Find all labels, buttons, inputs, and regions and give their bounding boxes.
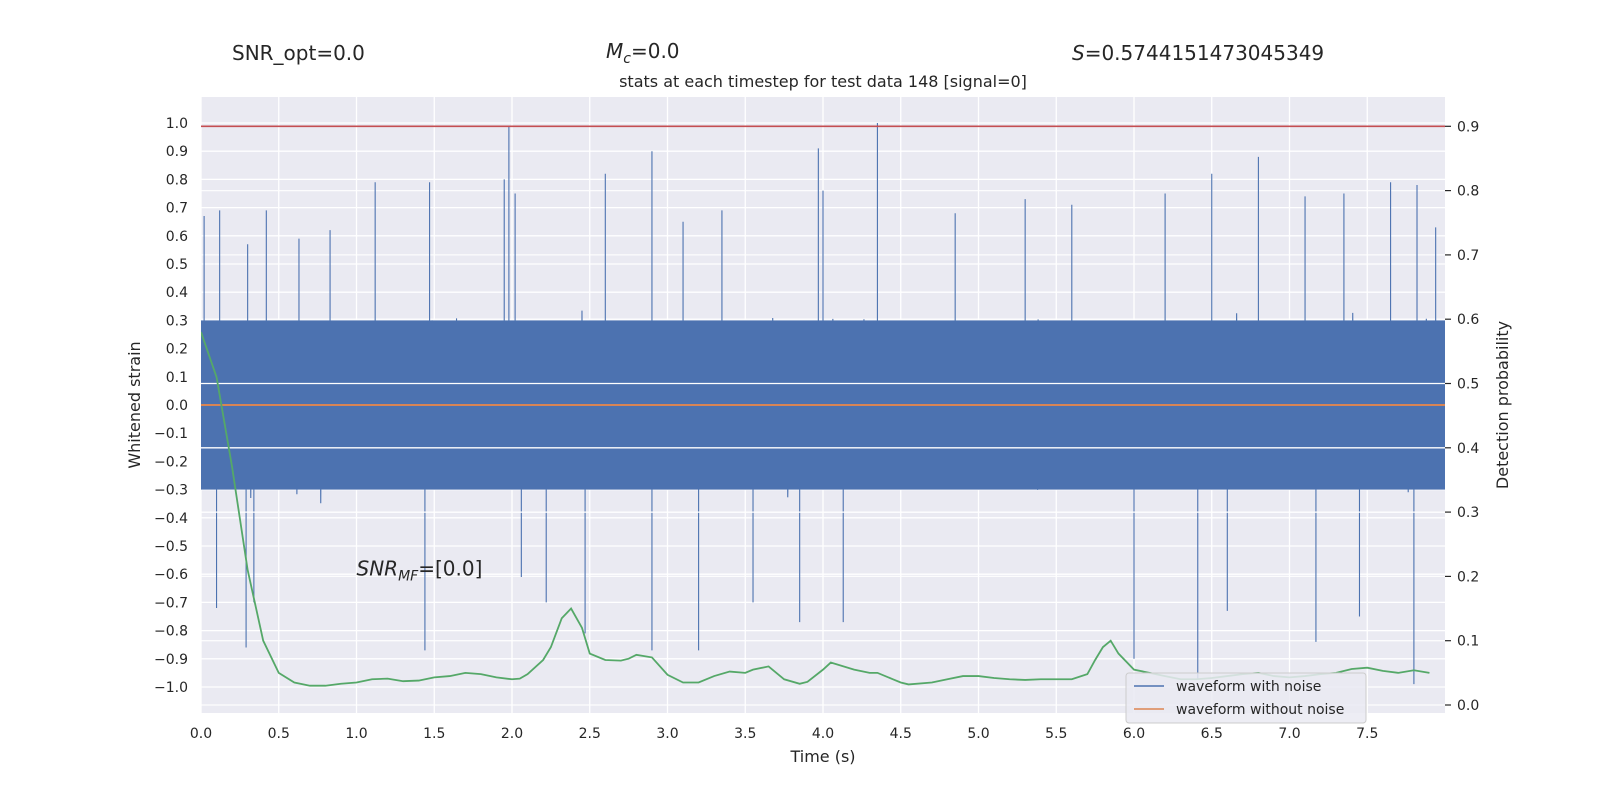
y-tick-label: −0.2 [154,454,188,470]
x-tick-label: 1.0 [345,726,367,742]
x-tick-label: 7.0 [1278,726,1300,742]
x-tick-label: 6.0 [1123,726,1145,742]
x-tick-label: 7.5 [1356,726,1378,742]
s-score-label: S=0.5744151473045349 [1072,41,1324,65]
y-right-axis-label: Detection probability [1493,321,1512,489]
y-tick-label: −0.1 [154,426,188,442]
x-tick-label: 1.5 [423,726,445,742]
y-tick-label: −0.6 [154,567,188,583]
x-tick-label: 0.0 [190,726,212,742]
y-tick-label: 0.4 [166,285,188,301]
y-right-tick-label: 0.6 [1457,312,1479,328]
x-tick-label: 2.0 [501,726,523,742]
y-right-ticks: 0.9 0.8 0.7 0.6 0.5 0.4 0.3 0.2 0.1 0.0 [1445,119,1479,714]
legend-box [1125,672,1367,724]
legend-label-clean: waveform without noise [1176,702,1344,718]
y-tick-label: 1.0 [166,116,188,132]
x-axis-label: Time (s) [789,747,855,766]
y-ticks: 1.0 0.9 0.8 0.7 0.6 0.5 0.4 0.3 0.2 0.1 0.0 −0.1 −0.… [154,116,188,696]
x-tick-label: 6.5 [1201,726,1223,742]
y-right-tick-label: 0.3 [1457,505,1479,521]
y-tick-label: −0.9 [154,652,188,668]
snr-opt-label: SNR_opt=0.0 [232,41,365,65]
x-tick-label: 4.0 [812,726,834,742]
y-tick-label: −0.8 [154,624,188,640]
y-right-tick-label: 0.1 [1457,634,1479,650]
y-tick-label: 0.8 [166,172,188,188]
snr-mf-annotation: SNRMF=[0.0] [357,557,483,585]
y-tick-label: 0.6 [166,229,188,245]
chart-title: stats at each timestep for test data 148… [619,72,1027,91]
y-tick-label: −0.5 [154,539,188,555]
x-tick-label: 4.5 [890,726,912,742]
y-tick-label: 0.1 [166,370,188,386]
x-tick-label: 3.5 [734,726,756,742]
x-ticks: 0.0 0.5 1.0 1.5 2.0 2.5 3.0 3.5 4.0 4.5 5.0 5.5 6.0 6… [190,726,1379,742]
y-tick-label: −0.7 [154,595,188,611]
y-right-tick-label: 0.8 [1457,184,1479,200]
y-right-tick-label: 0.2 [1457,569,1479,585]
y-tick-label: 0.9 [166,144,188,160]
y-tick-label: −0.4 [154,511,188,527]
x-tick-label: 5.5 [1045,726,1067,742]
y-right-tick-label: 0.4 [1457,441,1479,457]
x-tick-label: 2.5 [579,726,601,742]
y-axis-label: Whitened strain [125,341,144,468]
y-tick-label: 0.0 [166,398,188,414]
x-tick-label: 3.0 [656,726,678,742]
y-tick-label: 0.3 [166,313,188,329]
x-tick-label: 5.0 [967,726,989,742]
y-tick-label: 0.7 [166,201,188,217]
y-right-tick-label: 0.0 [1457,698,1479,714]
mc-label: Mc=0.0 [606,39,680,67]
y-right-tick-label: 0.5 [1457,377,1479,393]
y-tick-label: −1.0 [154,680,188,696]
series-waveform-without-noise [201,382,1445,513]
y-right-tick-label: 0.7 [1457,248,1479,264]
x-tick-label: 0.5 [268,726,290,742]
legend: waveform with noise waveform without noi… [1125,672,1367,724]
y-tick-label: 0.2 [166,342,188,358]
y-tick-label: −0.3 [154,483,188,499]
y-right-tick-label: 0.9 [1457,119,1479,135]
y-tick-label: 0.5 [166,257,188,273]
legend-label-noise: waveform with noise [1176,679,1321,695]
